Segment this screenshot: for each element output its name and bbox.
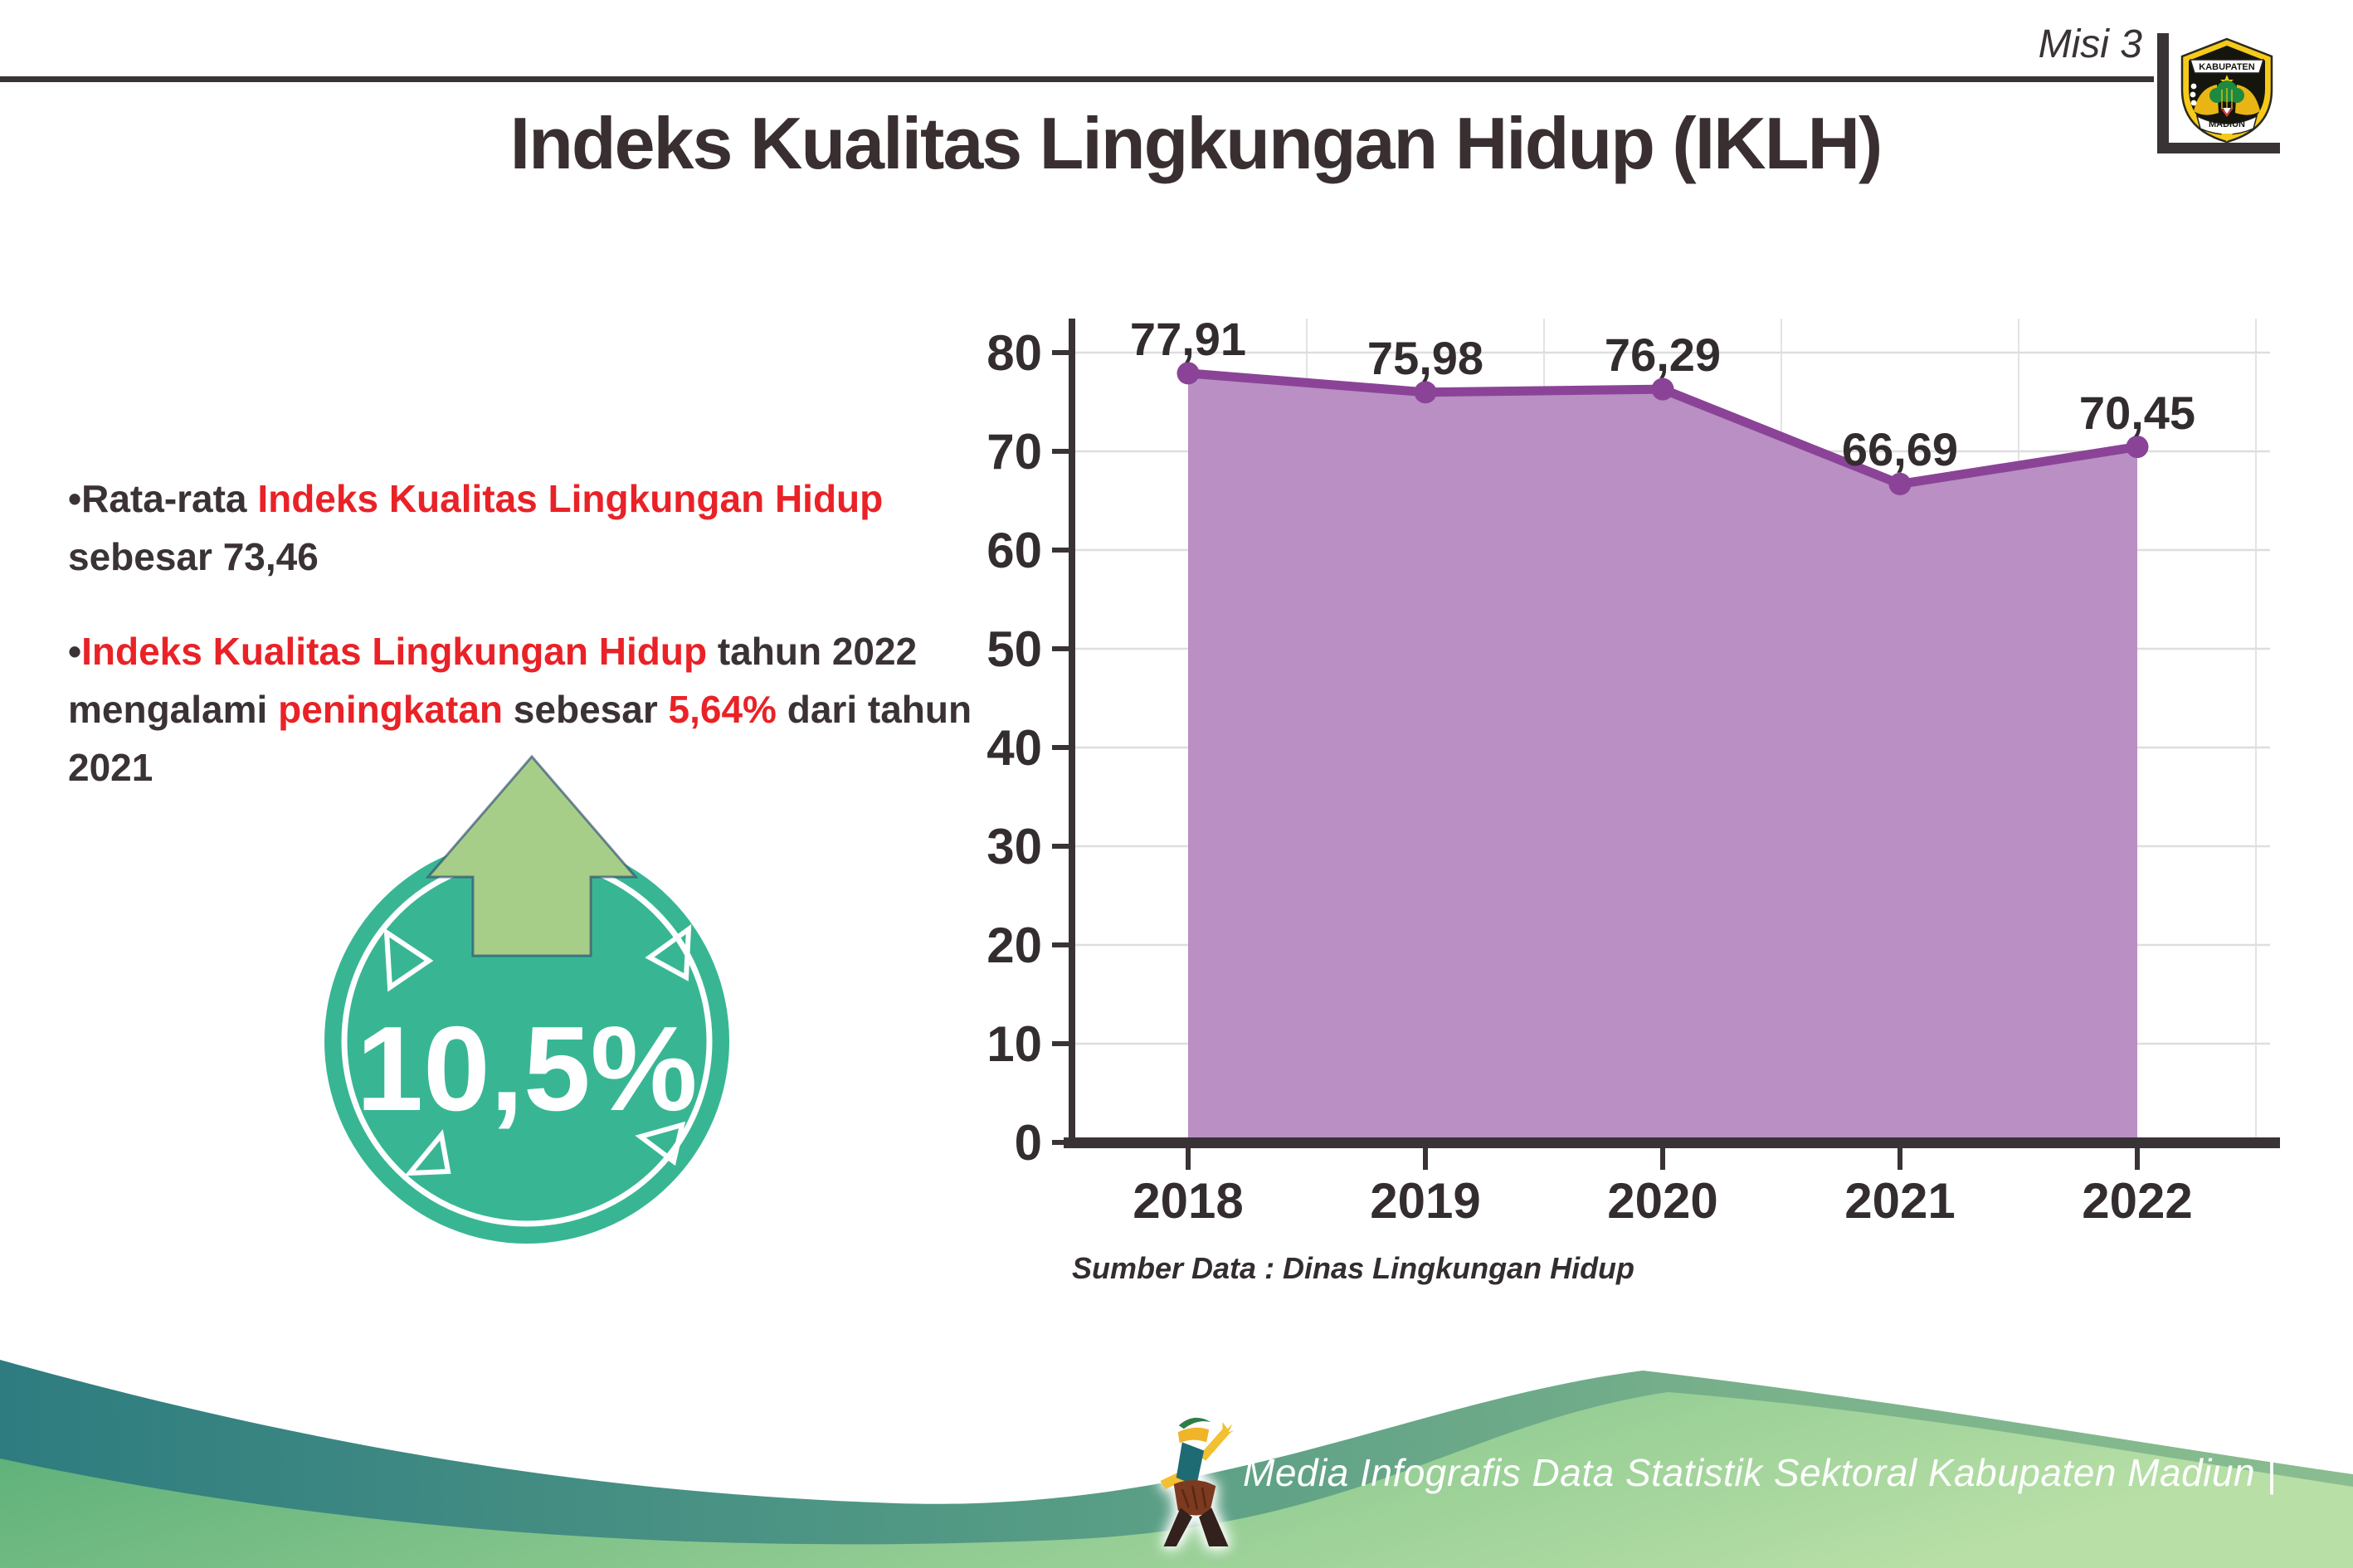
- seal-banner-bottom: [2195, 114, 2258, 135]
- y-tick-label: 60: [987, 523, 1042, 578]
- kabupaten-madiun-logo-icon: KABUPATEN MADIUN: [2175, 37, 2278, 144]
- seal-tree-right: [2229, 88, 2244, 103]
- data-point: [1651, 377, 1674, 401]
- y-tick-label: 0: [1015, 1115, 1042, 1171]
- seal-chevron-white: [2223, 108, 2231, 114]
- y-tick: [1052, 1041, 1069, 1046]
- seal-cotton-1: [2190, 83, 2197, 90]
- x-tick-label: 2019: [1370, 1173, 1480, 1229]
- bullet-text-segment: sebesar: [503, 688, 669, 731]
- x-axis: [1064, 1137, 2280, 1148]
- data-point: [2126, 436, 2149, 459]
- logo-bracket-horizontal: [2157, 143, 2280, 153]
- page-title: Indeks Kualitas Lingkungan Hidup (IKLH): [509, 102, 1883, 184]
- data-point: [1176, 362, 1200, 385]
- bullet-text-segment: Indeks Kualitas Lingkungan Hidup: [81, 630, 708, 673]
- increase-badge: 10,5%: [324, 754, 729, 1244]
- bullet-text-segment: sebesar 73,46: [68, 535, 319, 578]
- bullet-text-segment: Rata-rata: [81, 477, 258, 520]
- badge-spark-triangles: [383, 923, 692, 1176]
- y-tick-label: 80: [987, 325, 1042, 381]
- data-label: 66,69: [1842, 423, 1958, 475]
- bullet-item: •Indeks Kualitas Lingkungan Hidup tahun …: [68, 622, 981, 796]
- x-tick: [1660, 1148, 1665, 1170]
- y-tick: [1052, 350, 1069, 355]
- footer-waves: [0, 1360, 2353, 1568]
- header-rule: [0, 76, 2154, 82]
- data-label: 75,98: [1367, 332, 1483, 384]
- bullet-dot: •: [68, 477, 82, 520]
- seal-cotton-2: [2190, 91, 2196, 98]
- seal-banner-bottom-text: MADIUN: [2209, 119, 2245, 129]
- iklh-area-chart: 0 10 20 30 40 50 60 70 80 2018 2019 2020 2021 2022 77,…: [987, 313, 2280, 1229]
- area-fill: [1188, 373, 2137, 1137]
- y-tick: [1052, 449, 1069, 454]
- x-tick: [2135, 1148, 2140, 1170]
- bullet-text-segment: peningkatan: [278, 688, 504, 731]
- y-tick: [1052, 745, 1069, 750]
- x-tick-label: 2022: [2082, 1173, 2192, 1229]
- seal-tree-left: [2209, 88, 2224, 103]
- misi-label: Misi 3: [2038, 22, 2142, 66]
- y-tick-label: 50: [987, 621, 1042, 677]
- badge-value: 10,5%: [356, 1001, 697, 1136]
- data-point: [1888, 472, 1912, 495]
- seal-cotton-3: [2190, 100, 2197, 106]
- x-tick: [1186, 1148, 1191, 1170]
- arrow-up-icon: [425, 754, 639, 957]
- bullet-text-segment: 5,64%: [668, 688, 777, 731]
- footer-wave-front: [0, 1392, 2353, 1568]
- bullet-text-segment: tahun 2022 mengalami: [68, 630, 918, 731]
- y-tick-label: 30: [987, 819, 1042, 874]
- x-tick-label: 2021: [1844, 1173, 1955, 1229]
- badge-circle: [324, 839, 729, 1244]
- source-note: Sumber Data : Dinas Lingkungan Hidup: [1072, 1251, 1635, 1285]
- x-tick-label: 2018: [1133, 1173, 1243, 1229]
- data-label: 76,29: [1605, 329, 1721, 381]
- bullet-dot: •: [68, 630, 82, 673]
- dancer-mascot-icon: [1148, 1414, 1241, 1548]
- bullet-text-segment: Indeks Kualitas Lingkungan Hidup: [257, 477, 884, 520]
- y-axis: [1069, 319, 1075, 1147]
- logo-bracket-vertical: [2157, 33, 2169, 153]
- y-tick: [1052, 548, 1069, 553]
- footer-credit: Media Infografis Data Statistik Sektoral…: [1243, 1451, 2277, 1494]
- seal-bottom-tip: [2221, 134, 2233, 142]
- bullet-text-segment: dari tahun 2021: [68, 688, 972, 789]
- data-label: 70,45: [2079, 387, 2195, 439]
- x-tick-label: 2020: [1607, 1173, 1717, 1229]
- y-tick: [1052, 942, 1069, 947]
- y-tick-label: 70: [987, 424, 1042, 480]
- y-tick-label: 10: [987, 1016, 1042, 1072]
- x-tick: [1898, 1148, 1902, 1170]
- y-tick-label: 20: [987, 918, 1042, 973]
- y-tick: [1052, 1140, 1069, 1145]
- data-label: 77,91: [1130, 313, 1246, 365]
- seal-banner-top: [2189, 59, 2265, 74]
- y-tick: [1052, 844, 1069, 849]
- insight-bullets: •Rata-rata Indeks Kualitas Lingkungan Hi…: [68, 470, 981, 833]
- y-tick: [1052, 646, 1069, 651]
- bullet-item: •Rata-rata Indeks Kualitas Lingkungan Hi…: [68, 470, 981, 586]
- x-tick: [1423, 1148, 1428, 1170]
- seal-banner-top-text: KABUPATEN: [2199, 62, 2254, 72]
- y-tick-label: 40: [987, 720, 1042, 776]
- data-point: [1414, 381, 1437, 404]
